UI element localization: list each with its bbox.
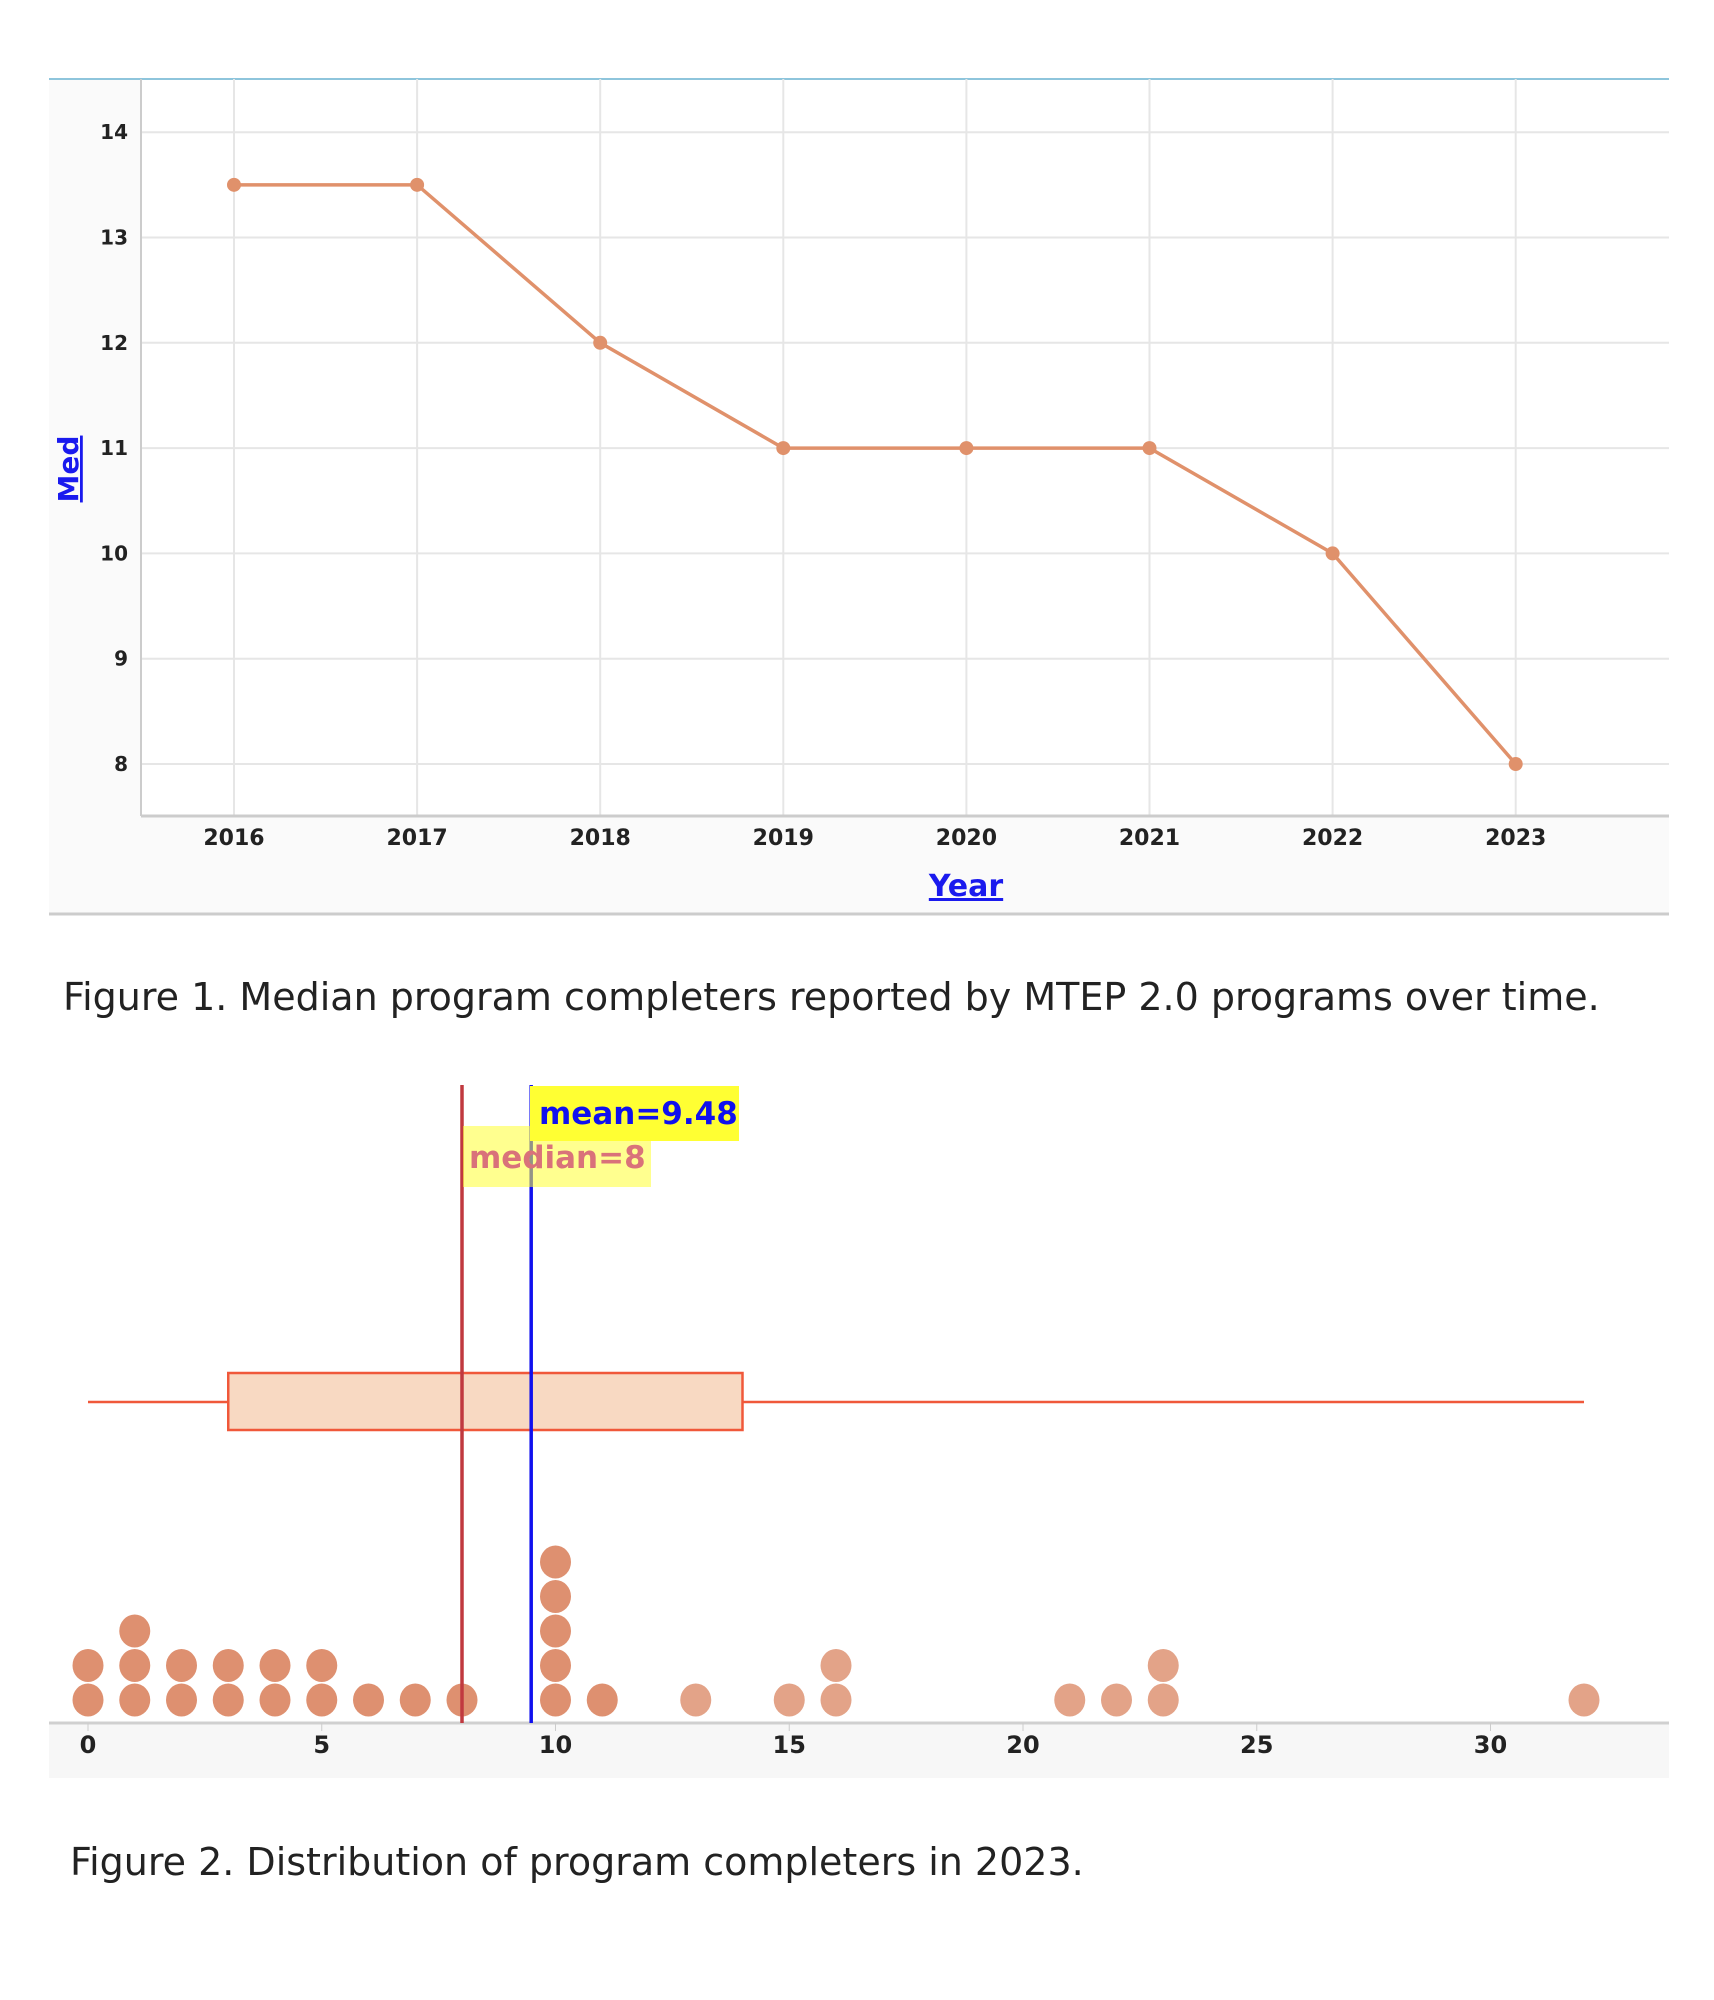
data-point (1325, 546, 1340, 561)
data-point (776, 441, 791, 456)
y-tick-label: 8 (114, 752, 128, 776)
x-tick-label: 2019 (753, 826, 814, 851)
dot (540, 1649, 571, 1682)
median-series-line (234, 183, 1518, 766)
data-point (593, 335, 608, 350)
data-point (1508, 757, 1523, 771)
x-tick-label: 2016 (203, 826, 264, 851)
y-axis-title: Med (52, 436, 85, 503)
data-point (410, 177, 425, 192)
dot (212, 1649, 244, 1682)
dot (306, 1649, 338, 1682)
dot (119, 1649, 151, 1682)
dot (540, 1545, 571, 1579)
x-tick-label: 2022 (1302, 826, 1363, 851)
x-tick-label: 2017 (386, 826, 447, 851)
dot (353, 1683, 384, 1717)
dot (259, 1683, 291, 1717)
dot (1101, 1683, 1132, 1717)
median-label-bg (463, 1126, 651, 1187)
dot (72, 1649, 104, 1682)
x-tick-label: 2018 (570, 826, 631, 851)
dot (119, 1614, 151, 1648)
y-tick-label: 10 (100, 541, 128, 565)
y-tick-label: 14 (100, 120, 128, 144)
x-tick-label: 2021 (1119, 826, 1180, 851)
dot (680, 1683, 712, 1717)
dot (586, 1683, 618, 1717)
x-tick-label: 0 (80, 1731, 97, 1759)
dot (166, 1683, 197, 1717)
x-tick-label: 10 (539, 1731, 572, 1759)
figure2-caption: Figure 2. Distribution of program comple… (70, 1840, 1084, 1884)
dot (1568, 1683, 1600, 1717)
dot (166, 1649, 197, 1682)
x-tick-label: 20 (1006, 1731, 1039, 1759)
x-tick-label: 25 (1240, 1731, 1273, 1759)
dot (306, 1683, 338, 1717)
x-tick-label: 2023 (1485, 826, 1546, 851)
dot (773, 1683, 805, 1717)
x-tick-label: 5 (313, 1731, 330, 1759)
data-point (1142, 441, 1157, 456)
y-tick-label: 12 (100, 331, 128, 355)
dot (119, 1683, 151, 1717)
dot (259, 1649, 291, 1682)
dot (820, 1649, 852, 1682)
box-plot-box (227, 1371, 744, 1432)
figure1-caption: Figure 1. Median program completers repo… (63, 975, 1600, 1019)
dot (1147, 1683, 1179, 1717)
data-point (227, 177, 241, 192)
x-tick-label: 15 (773, 1731, 806, 1759)
dot (1147, 1649, 1179, 1682)
dot (399, 1683, 431, 1717)
dot (820, 1683, 852, 1717)
dot (540, 1683, 571, 1717)
y-tick-label: 11 (100, 436, 128, 460)
median-completers-line-chart: 8 9 10 11 12 13 14 2016 2017 2018 2019 2020 2021 2022… (49, 78, 1669, 916)
y-tick-label: 9 (114, 647, 128, 671)
median-label: median=8 (469, 1140, 646, 1176)
x-axis-title: Year (928, 869, 1004, 904)
dot (540, 1614, 571, 1648)
x-tick-label: 2020 (936, 826, 997, 851)
dot (212, 1683, 244, 1717)
x-tick-label: 30 (1474, 1731, 1507, 1759)
data-point (959, 441, 974, 456)
dot (1054, 1683, 1086, 1717)
y-tick-label: 13 (100, 226, 128, 250)
dot (72, 1683, 104, 1717)
dot (540, 1580, 571, 1613)
axis-band (49, 1723, 1669, 1778)
